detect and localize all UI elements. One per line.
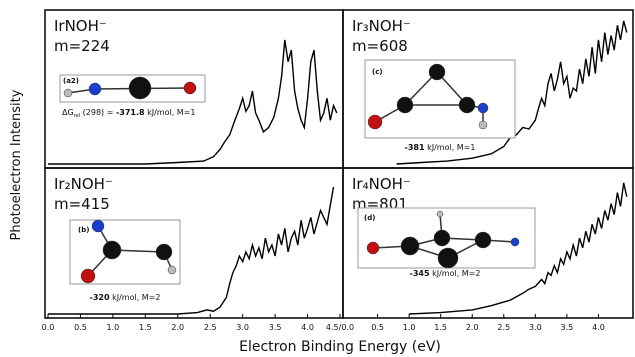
inset-caption: -381 kJ/mol, M=1: [405, 143, 476, 152]
x-tick-label: 3.0: [529, 323, 542, 332]
x-tick-label: 4.0: [301, 323, 314, 332]
x-tick-label: 1.0: [107, 323, 120, 332]
atom: [479, 121, 487, 129]
x-tick-label: 0.0: [42, 323, 55, 332]
x-tick-label: 3.5: [561, 323, 574, 332]
x-tick-label: 0.5: [371, 323, 384, 332]
x-axis-label: Electron Binding Energy (eV): [239, 339, 441, 355]
caption-energy: -371.8: [116, 108, 145, 117]
atom: [184, 82, 196, 94]
atom: [401, 237, 419, 255]
caption-prefix-rest: (298) =: [80, 108, 116, 117]
atom: [438, 248, 458, 268]
x-tick-label: 1.0: [403, 323, 416, 332]
atom: [429, 64, 445, 80]
inset-caption: -345 kJ/mol, M=2: [410, 269, 481, 278]
panel-title: Ir₃NOH⁻: [352, 17, 411, 35]
atom: [367, 242, 379, 254]
panel-subtitle: m=415: [54, 195, 110, 213]
figure: Photoelectron Intensity Electron Binding…: [0, 0, 635, 357]
atom: [478, 103, 488, 113]
atom: [92, 220, 104, 232]
atom: [397, 97, 413, 113]
caption-suffix: kJ/mol, M=2: [430, 269, 481, 278]
caption-prefix: ΔG: [62, 108, 74, 117]
x-tick-label: 2.0: [466, 323, 479, 332]
caption-suffix: kJ/mol, M=2: [110, 293, 161, 302]
x-tick-label: 2.0: [171, 323, 184, 332]
y-axis-label: Photoelectron Intensity: [9, 89, 24, 240]
atom: [475, 232, 491, 248]
atom: [168, 266, 176, 274]
inset-caption: -320 kJ/mol, M=2: [90, 293, 161, 302]
atom: [437, 211, 443, 217]
x-tick-label: 1.5: [434, 323, 447, 332]
x-tick-label: 4.5/0.0: [326, 323, 354, 332]
x-tick-label: 2.5: [204, 323, 217, 332]
atom: [129, 77, 151, 99]
atom: [511, 238, 519, 246]
atom: [368, 115, 382, 129]
caption-suffix: kJ/mol, M=1: [425, 143, 476, 152]
caption-suffix: kJ/mol, M=1: [145, 108, 196, 117]
panel-subtitle: m=608: [352, 37, 408, 55]
inset-label: (d): [364, 214, 375, 222]
x-tick-label: 3.0: [236, 323, 249, 332]
x-tick-label: 2.5: [497, 323, 510, 332]
inset-label: (a2): [63, 77, 79, 85]
atom: [64, 89, 72, 97]
atom: [434, 230, 450, 246]
inset-caption: ΔGrel (298) = -371.8 kJ/mol, M=1: [62, 108, 195, 119]
atom: [459, 97, 475, 113]
x-tick-label: 4.0: [592, 323, 605, 332]
x-tick-label: 0.5: [74, 323, 87, 332]
atom: [156, 244, 172, 260]
caption-energy: -381: [405, 143, 425, 152]
x-tick-label: 1.5: [139, 323, 152, 332]
panel-title: Ir₄NOH⁻: [352, 175, 411, 193]
caption-energy: -345: [410, 269, 430, 278]
caption-energy: -320: [90, 293, 110, 302]
atom: [89, 83, 101, 95]
panel-title: IrNOH⁻: [54, 17, 107, 35]
panel-title: Ir₂NOH⁻: [54, 175, 113, 193]
panel-subtitle: m=224: [54, 37, 110, 55]
atom: [103, 241, 121, 259]
inset-label: (c): [372, 68, 383, 76]
x-tick-label: 3.5: [269, 323, 282, 332]
atom: [81, 269, 95, 283]
inset-label: (b): [78, 226, 89, 234]
